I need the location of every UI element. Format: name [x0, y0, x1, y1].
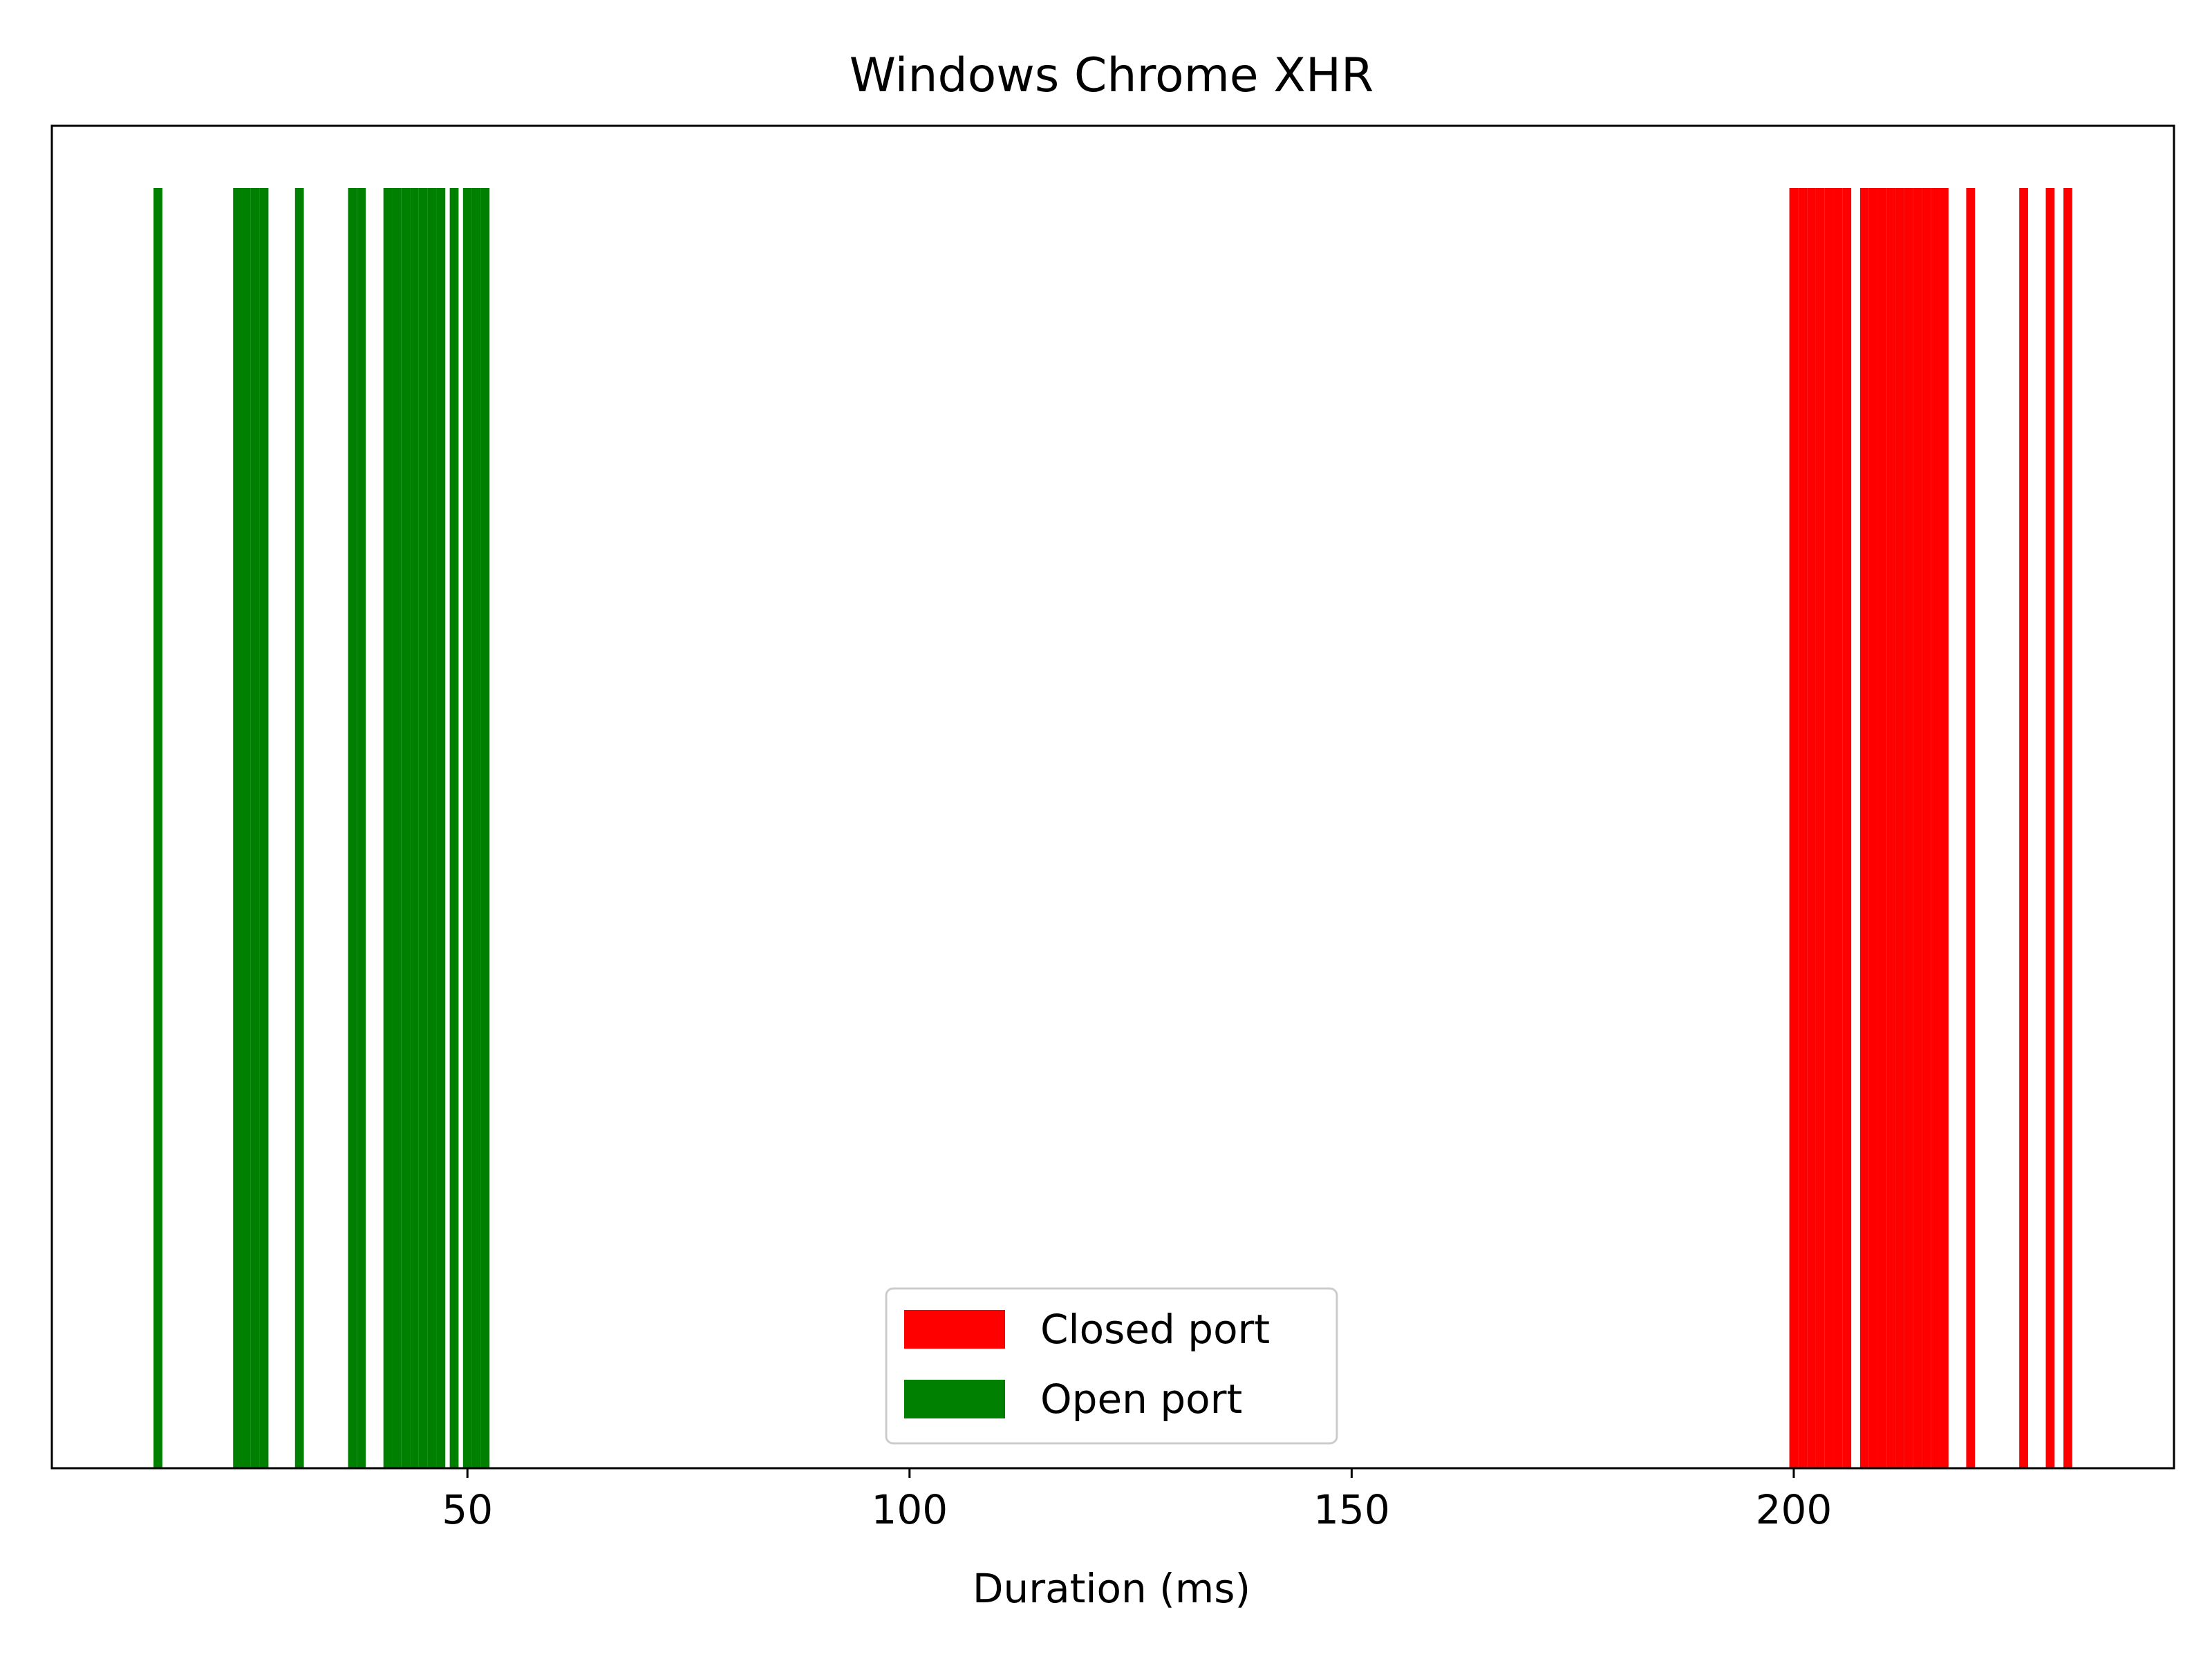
bar-closed-port	[1966, 188, 1976, 1468]
bar-closed-port	[1913, 188, 1922, 1468]
legend: Closed port Open port	[885, 1287, 1338, 1445]
bar-closed-port	[1833, 188, 1843, 1468]
bar-open-port	[233, 188, 243, 1468]
bar-open-port	[418, 188, 428, 1468]
legend-label-closed-port: Closed port	[1040, 1306, 1270, 1353]
bar-open-port	[153, 188, 162, 1468]
bars	[153, 188, 2072, 1468]
x-axis-label: Duration (ms)	[973, 1565, 1250, 1612]
plot-area	[50, 124, 2175, 1470]
bar-closed-port	[1859, 188, 1869, 1468]
x-tick-label: 150	[1313, 1486, 1390, 1533]
bar-closed-port	[1868, 188, 1878, 1468]
bar-closed-port	[2063, 188, 2072, 1468]
plot-frame	[50, 124, 2175, 1470]
bar-closed-port	[1815, 188, 1825, 1468]
bar-open-port	[471, 188, 481, 1468]
bar-closed-port	[1904, 188, 1913, 1468]
bar-open-port	[427, 188, 437, 1468]
bar-closed-port	[1824, 188, 1834, 1468]
bar-closed-port	[1940, 188, 1949, 1468]
bar-open-port	[357, 188, 366, 1468]
bar-closed-port	[1807, 188, 1816, 1468]
bar-closed-port	[1789, 188, 1799, 1468]
chart-title: Windows Chrome XHR	[850, 48, 1374, 103]
bar-open-port	[480, 188, 490, 1468]
bar-open-port	[401, 188, 411, 1468]
legend-swatch-closed-port	[904, 1310, 1005, 1349]
bar-open-port	[383, 188, 393, 1468]
x-tick-label: 100	[871, 1486, 948, 1533]
bar-closed-port	[1842, 188, 1852, 1468]
bar-open-port	[392, 188, 402, 1468]
bar-open-port	[294, 188, 304, 1468]
bar-open-port	[348, 188, 357, 1468]
x-axis: 50 100 150 200	[442, 1468, 1832, 1533]
bar-open-port	[410, 188, 419, 1468]
bar-closed-port	[1931, 188, 1940, 1468]
bar-open-port	[250, 188, 260, 1468]
bar-open-port	[462, 188, 472, 1468]
bar-open-port	[436, 188, 446, 1468]
legend-swatch-open-port	[904, 1380, 1005, 1418]
bar-open-port	[449, 188, 459, 1468]
bar-closed-port	[1798, 188, 1808, 1468]
bar-closed-port	[2019, 188, 2028, 1468]
bar-closed-port	[1886, 188, 1896, 1468]
bar-closed-port	[1877, 188, 1887, 1468]
bar-closed-port	[1895, 188, 1904, 1468]
bar-closed-port	[1922, 188, 1931, 1468]
bar-open-port	[259, 188, 269, 1468]
bar-open-port	[242, 188, 251, 1468]
x-tick-label: 50	[442, 1486, 493, 1533]
x-tick-label: 200	[1756, 1486, 1833, 1533]
legend-label-open-port: Open port	[1040, 1376, 1242, 1423]
bar-closed-port	[2045, 188, 2055, 1468]
plot-background	[52, 126, 2174, 1468]
